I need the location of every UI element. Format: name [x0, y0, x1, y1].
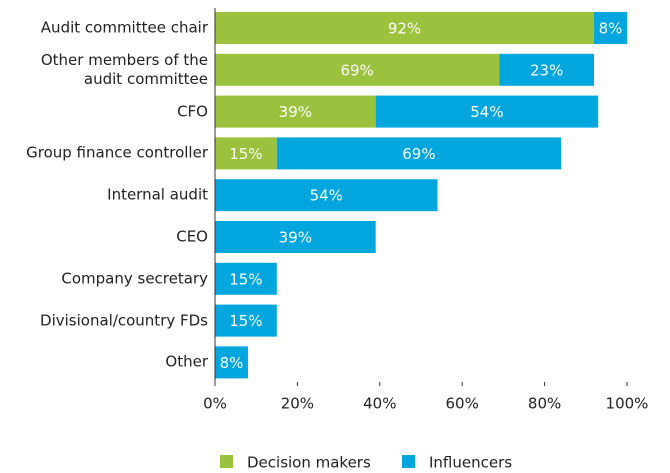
bar	[215, 346, 248, 379]
bar	[215, 179, 438, 212]
data-label: 69%	[340, 61, 373, 79]
data-label: 39%	[279, 103, 312, 121]
bar	[215, 304, 277, 337]
bar	[594, 12, 627, 44]
bar	[499, 53, 595, 86]
data-label: 92%	[388, 20, 421, 38]
data-label: 8%	[220, 354, 244, 372]
x-tick-label: 40%	[363, 395, 396, 413]
bar	[215, 221, 376, 253]
data-label: 54%	[470, 103, 503, 121]
y-tick-label: Audit committee chair	[40, 18, 208, 37]
data-label: 23%	[530, 61, 563, 79]
legend-swatch	[402, 455, 415, 468]
legend-label: Influencers	[429, 454, 512, 472]
legend-label: Decision makers	[247, 454, 371, 472]
y-tick-label: Other	[165, 352, 208, 371]
data-label: 69%	[402, 145, 435, 163]
y-tick-label: Group finance controller	[26, 143, 208, 162]
data-label: 15%	[229, 312, 262, 330]
bar	[215, 262, 277, 295]
x-tick-label: 20%	[281, 395, 314, 413]
legend-swatch	[220, 455, 233, 468]
bar	[215, 12, 595, 44]
y-tick-label: Internal audit	[107, 185, 208, 204]
bar	[276, 137, 562, 170]
data-label: 8%	[599, 20, 623, 38]
data-label: 15%	[229, 145, 262, 163]
data-label: 54%	[310, 187, 343, 205]
bar	[215, 53, 500, 86]
x-tick-label: 100%	[606, 395, 649, 413]
x-tick-label: 0%	[203, 395, 227, 413]
y-tick-label: Company secretary	[61, 269, 208, 288]
bar	[215, 95, 376, 128]
bar	[215, 137, 277, 170]
x-tick-label: 60%	[446, 395, 479, 413]
bar	[375, 95, 599, 128]
y-tick-label: CEO	[176, 227, 208, 246]
data-label: 39%	[279, 229, 312, 247]
y-tick-label: Other members of the audit committee	[40, 50, 208, 88]
data-label: 15%	[229, 270, 262, 288]
x-tick-label: 80%	[528, 395, 561, 413]
y-tick-label: Divisional/country FDs	[40, 311, 208, 330]
y-tick-label: CFO	[177, 102, 208, 121]
